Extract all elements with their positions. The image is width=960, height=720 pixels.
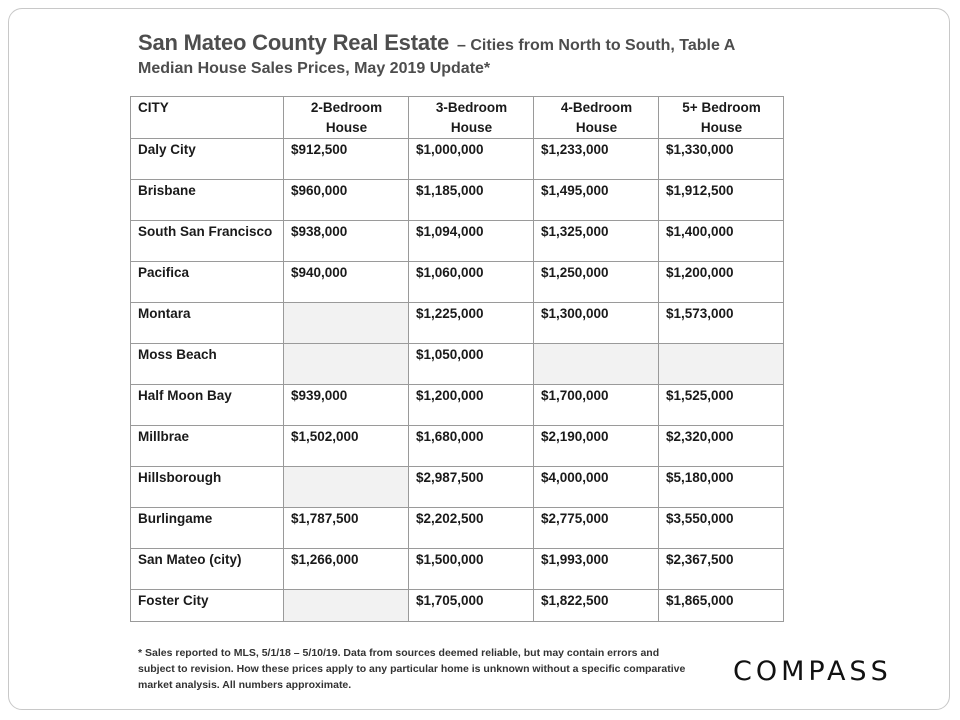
price-cell [283, 589, 409, 622]
price-cell: $1,865,000 [658, 589, 784, 622]
table-header-row: CITY 2-Bedroom House 3-Bedroom House 4-B… [130, 96, 784, 139]
price-cell: $1,500,000 [408, 548, 534, 590]
price-cell: $2,190,000 [533, 425, 659, 467]
table-row: Pacifica $940,000 $1,060,000 $1,250,000 $1,2… [130, 261, 784, 303]
price-cell: $1,822,500 [533, 589, 659, 622]
city-cell: Pacifica [130, 261, 284, 303]
table-row: San Mateo (city) $1,266,000 $1,500,000 $1,9… [130, 548, 784, 590]
price-cell: $5,180,000 [658, 466, 784, 508]
price-cell: $1,502,000 [283, 425, 409, 467]
table-row: Montara $1,225,000 $1,300,000 $1,573,000 [130, 302, 784, 344]
price-cell: $1,573,000 [658, 302, 784, 344]
title-line-1: San Mateo County Real Estate – Cities fr… [138, 30, 838, 56]
city-cell: Brisbane [130, 179, 284, 221]
price-cell: $938,000 [283, 220, 409, 262]
price-cell: $4,000,000 [533, 466, 659, 508]
column-header-line: House [325, 120, 368, 135]
city-cell: San Mateo (city) [130, 548, 284, 590]
price-cell: $1,705,000 [408, 589, 534, 622]
table-row: Daly City $912,500 $1,000,000 $1,233,000 $1,… [130, 138, 784, 180]
price-cell: $2,775,000 [533, 507, 659, 549]
city-cell: Montara [130, 302, 284, 344]
table-body: Daly City $912,500 $1,000,000 $1,233,000 $1,… [130, 138, 784, 622]
city-cell: Millbrae [130, 425, 284, 467]
price-cell: $1,787,500 [283, 507, 409, 549]
column-header-5-bedroom: 5+ Bedroom House [658, 96, 784, 139]
table-row: Brisbane $960,000 $1,185,000 $1,495,000 $1,9… [130, 179, 784, 221]
price-cell: $2,987,500 [408, 466, 534, 508]
price-cell: $1,993,000 [533, 548, 659, 590]
price-table: CITY 2-Bedroom House 3-Bedroom House 4-B… [130, 96, 784, 622]
price-cell: $1,400,000 [658, 220, 784, 262]
column-header-line: House [700, 120, 743, 135]
column-header-line: 5+ Bedroom [682, 100, 761, 115]
price-cell: $1,330,000 [658, 138, 784, 180]
city-cell: Moss Beach [130, 343, 284, 385]
price-cell: $1,525,000 [658, 384, 784, 426]
column-header-4-bedroom: 4-Bedroom House [533, 96, 659, 139]
table-row: Half Moon Bay $939,000 $1,200,000 $1,700,00… [130, 384, 784, 426]
price-cell: $1,325,000 [533, 220, 659, 262]
page-title: San Mateo County Real Estate [138, 30, 450, 55]
column-header-2-bedroom: 2-Bedroom House [283, 96, 409, 139]
price-cell: $939,000 [283, 384, 409, 426]
table-row: Moss Beach $1,050,000 [130, 343, 784, 385]
table-row: Millbrae $1,502,000 $1,680,000 $2,190,000 $2… [130, 425, 784, 467]
price-cell: $1,912,500 [658, 179, 784, 221]
price-cell: $1,250,000 [533, 261, 659, 303]
price-cell: $1,185,000 [408, 179, 534, 221]
column-header-city: CITY [130, 96, 284, 139]
price-cell [283, 302, 409, 344]
city-cell: South San Francisco [130, 220, 284, 262]
price-cell: $2,202,500 [408, 507, 534, 549]
price-cell: $940,000 [283, 261, 409, 303]
city-cell: Burlingame [130, 507, 284, 549]
column-header-line: 2-Bedroom [310, 100, 383, 115]
table-row: Foster City $1,705,000 $1,822,500 $1,865,00… [130, 589, 784, 622]
price-cell: $1,300,000 [533, 302, 659, 344]
city-cell: Foster City [130, 589, 284, 622]
price-cell [533, 343, 659, 385]
price-cell: $1,700,000 [533, 384, 659, 426]
price-cell [283, 343, 409, 385]
table-row: Hillsborough $2,987,500 $4,000,000 $5,180,0… [130, 466, 784, 508]
column-header-line: House [575, 120, 618, 135]
column-header-3-bedroom: 3-Bedroom House [408, 96, 534, 139]
price-cell: $3,550,000 [658, 507, 784, 549]
column-header-line: 3-Bedroom [435, 100, 508, 115]
title-block: San Mateo County Real Estate – Cities fr… [138, 30, 838, 78]
city-cell: Half Moon Bay [130, 384, 284, 426]
price-cell: $960,000 [283, 179, 409, 221]
table-row: South San Francisco $938,000 $1,094,000 $1,… [130, 220, 784, 262]
column-header-line: CITY [138, 100, 169, 115]
price-cell: $1,000,000 [408, 138, 534, 180]
compass-logo: COMPASS [733, 656, 892, 687]
price-cell: $1,680,000 [408, 425, 534, 467]
table-row: Burlingame $1,787,500 $2,202,500 $2,775,000… [130, 507, 784, 549]
page-subtitle: – Cities from North to South, Table A [457, 37, 736, 54]
price-cell: $1,495,000 [533, 179, 659, 221]
price-cell: $2,320,000 [658, 425, 784, 467]
price-cell: $1,200,000 [658, 261, 784, 303]
price-cell: $1,050,000 [408, 343, 534, 385]
price-cell: $1,225,000 [408, 302, 534, 344]
footnote: * Sales reported to MLS, 5/1/18 – 5/10/1… [138, 647, 686, 691]
city-cell: Hillsborough [130, 466, 284, 508]
price-cell: $1,200,000 [408, 384, 534, 426]
column-header-line: 4-Bedroom [560, 100, 633, 115]
price-cell: $1,266,000 [283, 548, 409, 590]
column-header-line: House [450, 120, 493, 135]
price-cell [283, 466, 409, 508]
page-subtitle-line-2: Median House Sales Prices, May 2019 Upda… [138, 60, 491, 77]
price-cell: $1,094,000 [408, 220, 534, 262]
city-cell: Daly City [130, 138, 284, 180]
price-cell: $1,233,000 [533, 138, 659, 180]
price-cell: $1,060,000 [408, 261, 534, 303]
price-cell: $912,500 [283, 138, 409, 180]
price-cell [658, 343, 784, 385]
price-cell: $2,367,500 [658, 548, 784, 590]
